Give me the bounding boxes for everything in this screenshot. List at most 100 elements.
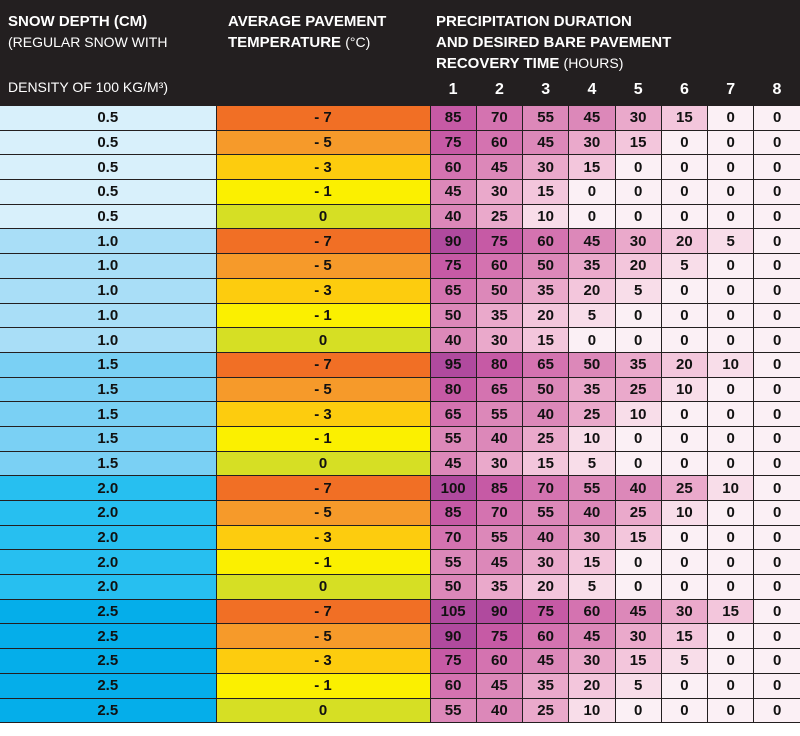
snow-depth-subtitle-1: (REGULAR SNOW WITH bbox=[8, 34, 168, 50]
table-row: 1.0 0 40 30 15 0 0 0 0 0 bbox=[0, 327, 800, 353]
recovery-hour-3-cell: 25 bbox=[521, 426, 570, 452]
pavement-temperature-cell: - 3 bbox=[215, 525, 431, 551]
recovery-hour-2-cell: 35 bbox=[475, 303, 524, 329]
recovery-hour-6-cell: 15 bbox=[660, 623, 709, 650]
pavement-temperature-cell: - 7 bbox=[215, 475, 431, 501]
recovery-hour-5-cell: 0 bbox=[614, 698, 662, 724]
recovery-hour-8-cell: 0 bbox=[753, 623, 800, 650]
recovery-hour-6-cell: 0 bbox=[660, 204, 709, 230]
recovery-hour-3-cell: 15 bbox=[521, 327, 570, 353]
recovery-hour-1-cell: 70 bbox=[429, 525, 477, 551]
recovery-hour-8-cell: 0 bbox=[753, 228, 800, 255]
recovery-hour-1-cell: 50 bbox=[429, 574, 477, 600]
pavement-temperature-cell: 0 bbox=[215, 574, 431, 600]
recovery-hour-7-cell: 0 bbox=[706, 327, 755, 353]
recovery-hour-5-cell: 20 bbox=[614, 253, 662, 279]
recovery-hour-6-cell: 10 bbox=[660, 500, 709, 526]
pavement-temperature-cell: - 7 bbox=[215, 352, 431, 378]
recovery-hour-7-cell: 0 bbox=[706, 253, 755, 279]
recovery-hour-4-cell: 35 bbox=[568, 377, 616, 403]
recovery-hour-4-cell: 45 bbox=[568, 106, 616, 131]
recovery-hour-5-cell: 25 bbox=[614, 377, 662, 403]
table-row: 2.0- 3 70 55 40 30 15 0 0 0 bbox=[0, 525, 800, 551]
pavement-temperature-header: AVERAGE PAVEMENT TEMPERATURE (°C) bbox=[216, 0, 430, 106]
snow-depth-cell: 0.5 bbox=[0, 179, 217, 205]
recovery-hour-4-cell: 30 bbox=[568, 130, 616, 156]
recovery-hour-1-cell: 65 bbox=[429, 278, 477, 304]
recovery-hour-7-cell: 0 bbox=[706, 179, 755, 205]
pavement-temperature-cell: - 3 bbox=[215, 154, 431, 181]
recovery-hour-4-cell: 15 bbox=[568, 549, 616, 576]
pavement-temperature-cell: - 1 bbox=[215, 179, 431, 205]
recovery-hour-1-cell: 75 bbox=[429, 648, 477, 674]
table-row: 1.5- 7 95 80 65 50 35 20 10 0 bbox=[0, 352, 800, 378]
table-row: 2.0- 5 85 70 55 40 25 10 0 0 bbox=[0, 500, 800, 526]
temperature-unit: (°C) bbox=[345, 34, 371, 50]
recovery-hour-5-cell: 0 bbox=[614, 179, 662, 205]
recovery-hour-5-cell: 0 bbox=[614, 204, 662, 230]
table-row: 1.0- 5 75 60 50 35 20 5 0 0 bbox=[0, 253, 800, 279]
recovery-hour-4-cell: 5 bbox=[568, 451, 616, 477]
recovery-hour-2-cell: 60 bbox=[475, 648, 524, 674]
recovery-hour-5-cell: 30 bbox=[614, 228, 662, 255]
precip-unit: (HOURS) bbox=[563, 55, 624, 71]
recovery-hour-2-cell: 45 bbox=[475, 673, 524, 699]
snow-depth-cell: 2.0 bbox=[0, 574, 217, 600]
table-row: 1.5- 1 55 40 25 10 0 0 0 0 bbox=[0, 426, 800, 452]
recovery-hour-5-cell: 30 bbox=[614, 106, 662, 131]
recovery-hour-1-cell: 55 bbox=[429, 698, 477, 724]
recovery-hour-8-cell: 0 bbox=[753, 377, 800, 403]
recovery-hour-5-cell: 0 bbox=[614, 154, 662, 181]
recovery-hour-6-cell: 15 bbox=[660, 106, 709, 131]
recovery-hour-5-cell: 0 bbox=[614, 426, 662, 452]
table-row: 0.5- 3 60 45 30 15 0 0 0 0 bbox=[0, 154, 800, 181]
recovery-hour-8-cell: 0 bbox=[753, 154, 800, 181]
table-row: 0.5- 7 85 70 55 45 30 15 0 0 bbox=[0, 106, 800, 131]
snow-depth-cell: 1.0 bbox=[0, 327, 217, 353]
recovery-hour-6-cell: 0 bbox=[660, 303, 709, 329]
recovery-hour-4-cell: 0 bbox=[568, 327, 616, 353]
recovery-hour-5-cell: 5 bbox=[614, 673, 662, 699]
precip-title-line2: AND DESIRED BARE PAVEMENT bbox=[436, 34, 672, 51]
recovery-hour-6-cell: 0 bbox=[660, 154, 709, 181]
recovery-hour-6-cell: 0 bbox=[660, 525, 709, 551]
table-row: 1.0- 1 50 35 20 5 0 0 0 0 bbox=[0, 303, 800, 329]
recovery-hour-4-cell: 40 bbox=[568, 500, 616, 526]
snow-depth-header: SNOW DEPTH (CM) (REGULAR SNOW WITH DENSI… bbox=[0, 0, 216, 106]
pavement-temperature-cell: - 1 bbox=[215, 303, 431, 329]
pavement-temperature-cell: - 3 bbox=[215, 278, 431, 304]
pavement-temperature-cell: - 7 bbox=[215, 228, 431, 255]
recovery-hour-7-cell: 0 bbox=[706, 673, 755, 699]
recovery-hour-3-cell: 40 bbox=[521, 525, 570, 551]
recovery-hour-8-cell: 0 bbox=[753, 303, 800, 329]
recovery-hour-3-cell: 70 bbox=[521, 475, 570, 501]
recovery-hour-1-cell: 85 bbox=[429, 106, 477, 131]
pavement-temperature-cell: 0 bbox=[215, 204, 431, 230]
hour-label-4: 4 bbox=[587, 81, 597, 98]
table-row: 2.0- 7 100 85 70 55 40 25 10 0 bbox=[0, 475, 800, 501]
recovery-hour-3-cell: 55 bbox=[521, 106, 570, 131]
recovery-hour-2-cell: 70 bbox=[475, 106, 524, 131]
recovery-hour-2-cell: 25 bbox=[475, 204, 524, 230]
recovery-hour-3-cell: 50 bbox=[521, 253, 570, 279]
recovery-hour-3-cell: 60 bbox=[521, 228, 570, 255]
recovery-hour-2-cell: 70 bbox=[475, 500, 524, 526]
table-row: 0.5- 1 45 30 15 0 0 0 0 0 bbox=[0, 179, 800, 205]
recovery-hour-1-cell: 65 bbox=[429, 401, 477, 427]
recovery-hour-7-cell: 0 bbox=[706, 525, 755, 551]
recovery-hour-5-cell: 15 bbox=[614, 130, 662, 156]
recovery-hour-6-cell: 20 bbox=[660, 228, 709, 255]
recovery-hour-7-cell: 0 bbox=[706, 303, 755, 329]
recovery-hour-7-cell: 0 bbox=[706, 623, 755, 650]
recovery-hour-2-cell: 85 bbox=[475, 475, 524, 501]
recovery-hour-3-cell: 30 bbox=[521, 154, 570, 181]
recovery-hour-8-cell: 0 bbox=[753, 574, 800, 600]
recovery-hour-8-cell: 0 bbox=[753, 253, 800, 279]
table-row: 2.5 0 55 40 25 10 0 0 0 0 bbox=[0, 698, 800, 724]
recovery-hour-8-cell: 0 bbox=[753, 549, 800, 576]
recovery-hour-3-cell: 35 bbox=[521, 278, 570, 304]
recovery-hour-2-cell: 50 bbox=[475, 278, 524, 304]
recovery-hour-4-cell: 10 bbox=[568, 426, 616, 452]
precipitation-duration-header: PRECIPITATION DURATION AND DESIRED BARE … bbox=[430, 0, 800, 106]
hour-label-6: 6 bbox=[680, 81, 689, 98]
